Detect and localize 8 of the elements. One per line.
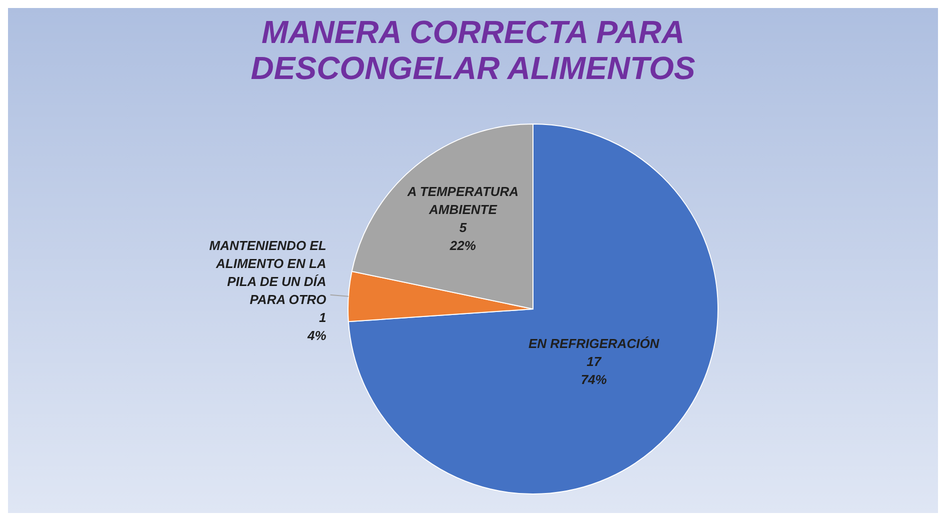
slice-label: A TEMPERATURA AMBIENTE	[406, 184, 519, 217]
data-label: 17 74%	[580, 354, 608, 387]
slice-label: EN REFRIGERACIÓN	[528, 336, 660, 351]
data-label: 1 4%	[306, 310, 327, 343]
data-label: 5 22%	[448, 220, 476, 253]
pie-slice	[348, 124, 718, 494]
slice-label: MANTENIENDO EL ALIMENTO EN LA PILA DE UN DÍA PARA OTRO	[209, 238, 326, 307]
chart-title: MANERA CORRECTA PARA DESCONGELAR ALIMENTOS	[250, 13, 696, 88]
